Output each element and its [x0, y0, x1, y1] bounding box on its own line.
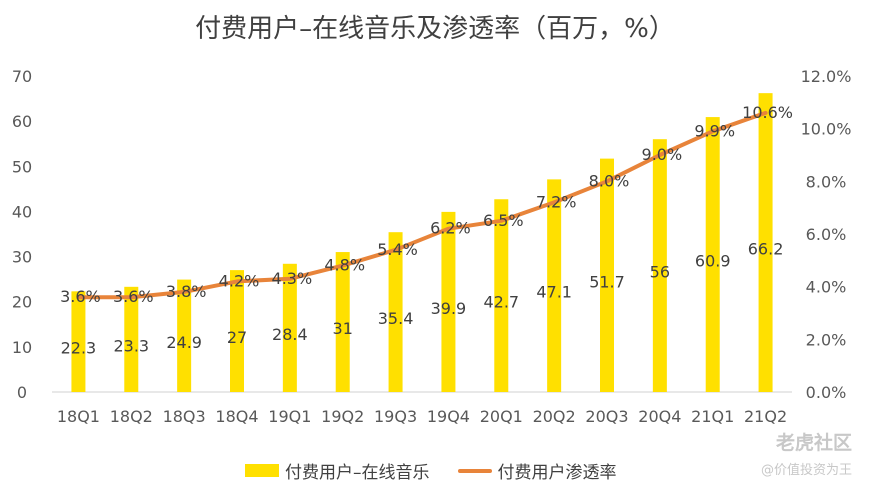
x-axis-ticks: 18Q1 18Q2 18Q3 18Q4 19Q1 19Q2 19Q3 19Q4 20Q1 20Q2…	[57, 407, 787, 426]
legend-bar-label: 付费用户–在线音乐	[285, 463, 430, 483]
x-axis-tick-label: 18Q3	[163, 407, 206, 426]
line-data-labels: 3.6% 3.6% 3.8% 4.2% 4.3% 4.8% 5.4% 6.2% 6.5% 7.2%…	[60, 103, 793, 306]
bar	[547, 179, 562, 392]
line-value-label: 4.8%	[324, 256, 365, 275]
x-axis-tick-label: 18Q2	[110, 407, 153, 426]
x-axis-tick-label: 20Q1	[480, 407, 523, 426]
bar-value-label: 27	[227, 328, 247, 347]
bar-value-label: 31	[333, 319, 353, 338]
x-axis-tick-label: 20Q2	[533, 407, 576, 426]
x-axis-tick-label: 21Q2	[744, 407, 787, 426]
right-axis-tick-label: 12.0%	[801, 67, 852, 86]
bar-value-label: 39.9	[431, 299, 467, 318]
left-axis-tick-label: 40	[12, 202, 32, 221]
right-axis-ticks: 0.0% 2.0% 4.0% 6.0% 8.0% 10.0% 12.0%	[801, 67, 852, 402]
right-axis-tick-label: 4.0%	[806, 278, 847, 297]
left-axis-tick-label: 60	[12, 112, 32, 131]
line-value-label: 3.6%	[113, 287, 154, 306]
bar	[388, 232, 403, 392]
legend-line-label: 付费用户渗透率	[497, 463, 617, 483]
right-axis-tick-label: 10.0%	[801, 120, 852, 139]
bar-series	[71, 93, 773, 392]
line-value-label: 4.3%	[272, 269, 313, 288]
bar	[282, 263, 297, 392]
left-axis-tick-label: 50	[12, 157, 32, 176]
left-axis-tick-label: 20	[12, 293, 32, 312]
line-value-label: 7.2%	[536, 192, 577, 211]
x-axis-tick-label: 18Q4	[215, 407, 258, 426]
bar-value-label: 28.4	[272, 325, 308, 344]
right-axis-tick-label: 6.0%	[806, 225, 847, 244]
bar	[758, 93, 773, 392]
bar-value-label: 60.9	[695, 252, 731, 271]
legend: 付费用户–在线音乐 付费用户渗透率	[245, 458, 645, 483]
bar-value-label: 22.3	[61, 339, 97, 358]
line-value-label: 3.6%	[60, 287, 101, 306]
bar-value-label: 24.9	[166, 333, 202, 352]
x-axis-tick-label: 20Q3	[585, 407, 628, 426]
legend-bar-swatch	[245, 464, 279, 477]
bar	[494, 199, 509, 392]
x-axis-tick-label: 19Q4	[427, 407, 470, 426]
bar	[124, 286, 139, 392]
left-axis-tick-label: 70	[12, 67, 32, 86]
bar	[705, 117, 720, 392]
line-value-label: 6.2%	[430, 219, 471, 238]
bar-value-label: 51.7	[589, 272, 625, 291]
legend-item-bar: 付费用户–在线音乐	[245, 458, 430, 483]
x-axis-tick-label: 18Q1	[57, 407, 100, 426]
rate-line	[76, 110, 768, 300]
bar	[177, 279, 192, 392]
left-axis-ticks: 0 10 20 30 40 50 60 70	[12, 67, 32, 402]
line-value-label: 4.2%	[219, 271, 260, 290]
legend-line-swatch	[457, 468, 492, 473]
chart-title: 付费用户–在线音乐及渗透率（百万，%）	[195, 14, 675, 44]
right-axis-tick-label: 0.0%	[806, 383, 847, 402]
left-axis-tick-label: 0	[17, 383, 27, 402]
bar	[71, 291, 86, 392]
watermark-sub: @价值投资为王	[760, 463, 852, 478]
bar-value-label: 66.2	[748, 240, 784, 259]
x-axis-tick-label: 19Q1	[268, 407, 311, 426]
right-axis-tick-label: 2.0%	[806, 330, 847, 349]
bar	[230, 270, 244, 392]
line-value-label: 6.5%	[483, 211, 524, 230]
line-value-label: 9.9%	[694, 121, 735, 140]
bar-value-label: 35.4	[378, 309, 414, 328]
bar	[335, 252, 350, 392]
line-value-label: 9.0%	[642, 145, 683, 164]
watermark-logo: 老虎社区	[775, 432, 852, 454]
x-axis-tick-label: 19Q3	[374, 407, 417, 426]
left-axis-tick-label: 10	[12, 338, 32, 357]
bar-value-label: 56	[650, 263, 670, 282]
bar	[652, 139, 667, 392]
line-value-label: 10.6%	[742, 103, 793, 122]
line-value-label: 8.0%	[589, 171, 630, 190]
x-axis-tick-label: 19Q2	[321, 407, 364, 426]
bar-value-label: 23.3	[113, 336, 149, 355]
line-value-label: 5.4%	[377, 240, 418, 259]
bar	[600, 158, 614, 392]
x-axis-tick-label: 20Q4	[638, 407, 681, 426]
bar-data-labels: 22.3 23.3 24.9 27 28.4 31 35.4 39.9 42.7 47.1 51.7…	[61, 240, 784, 358]
right-axis-tick-label: 8.0%	[806, 172, 847, 191]
line-value-label: 3.8%	[166, 282, 207, 301]
bar-value-label: 47.1	[536, 283, 572, 302]
bar-value-label: 42.7	[483, 293, 519, 312]
x-axis-tick-label: 21Q1	[691, 407, 734, 426]
left-axis-tick-label: 30	[12, 248, 32, 267]
bar	[441, 211, 456, 392]
legend-item-line: 付费用户渗透率	[457, 458, 617, 483]
watermark: 老虎社区 @价值投资为王	[761, 428, 852, 478]
